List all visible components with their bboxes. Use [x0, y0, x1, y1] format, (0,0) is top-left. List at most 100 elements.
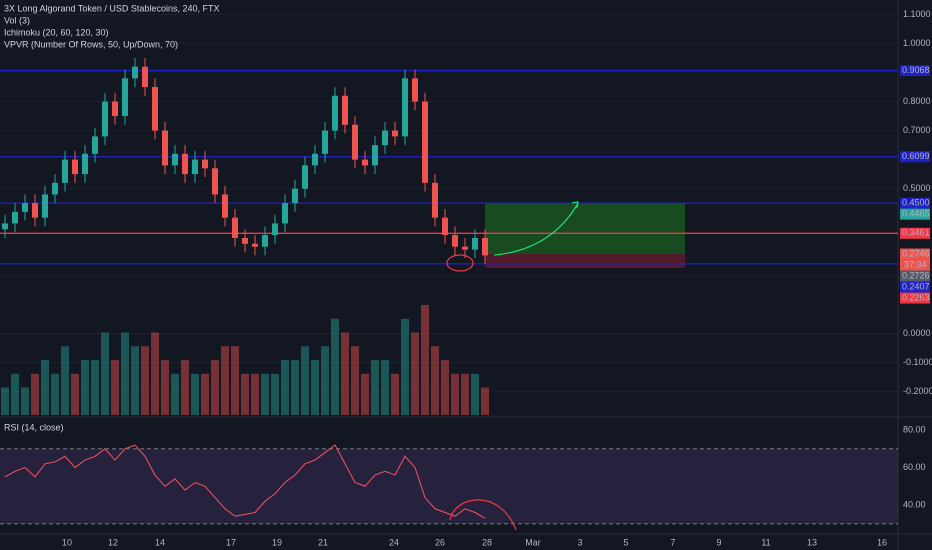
- candle-body: [292, 188, 298, 204]
- candle-body: [132, 66, 138, 79]
- y-tick-label: 0.0000: [903, 328, 931, 338]
- volume-bar: [91, 360, 99, 415]
- x-tick-label: 13: [807, 537, 817, 547]
- price-tag: [900, 292, 930, 304]
- price-tag: [900, 208, 930, 220]
- rsi-tick-label: 40.00: [903, 499, 926, 509]
- x-tick-label: 16: [877, 537, 887, 547]
- candle-body: [172, 153, 178, 166]
- candle-body: [182, 153, 188, 175]
- highlight-circle: [449, 499, 517, 531]
- volume-bar: [401, 318, 409, 415]
- x-tick-label: 28: [482, 537, 492, 547]
- indicator: Ichimoku (20, 60, 120, 30): [4, 27, 109, 37]
- price-tag-label: 0.2407: [902, 281, 930, 291]
- rsi-title: RSI (14, close): [4, 422, 64, 432]
- candle-body: [202, 159, 208, 169]
- volume-bar: [281, 360, 289, 415]
- candle-body: [242, 237, 248, 244]
- price-tag-label: 0.4465: [902, 209, 930, 219]
- candle-body: [32, 203, 38, 218]
- x-tick-label: 17: [226, 537, 236, 547]
- candle-body: [212, 168, 218, 195]
- volume-bar: [101, 332, 109, 415]
- price-tag: [900, 65, 930, 77]
- x-tick-label: Mar: [525, 537, 541, 547]
- volume-bar: [291, 360, 299, 415]
- price-tag: [900, 281, 930, 293]
- volume-bar: [151, 332, 159, 415]
- y-tick-label: 0.5000: [903, 183, 931, 193]
- marks: 1.10001.00000.80000.70000.50000.20000.00…: [0, 9, 932, 547]
- volume-bar: [461, 373, 469, 415]
- volume-bar: [231, 346, 239, 415]
- volume-bar: [481, 387, 489, 415]
- candle-body: [482, 237, 488, 256]
- candle-body: [352, 124, 358, 160]
- volume-bar: [11, 373, 19, 415]
- volume-bar: [391, 373, 399, 415]
- volume-bar: [381, 360, 389, 415]
- candle-body: [452, 235, 458, 247]
- volume-bar: [301, 346, 309, 415]
- price-tag-label: 0.9068: [902, 65, 930, 75]
- volume-bar: [111, 360, 119, 415]
- volume-bar: [251, 373, 259, 415]
- candle-body: [412, 78, 418, 102]
- rsi-band: [0, 448, 898, 524]
- candle-body: [272, 223, 278, 236]
- volume-bar: [361, 373, 369, 415]
- candle-body: [72, 159, 78, 175]
- candle-body: [322, 130, 328, 154]
- volume-bar: [421, 305, 429, 415]
- candle-body: [152, 87, 158, 131]
- candle-body: [422, 101, 428, 183]
- candle-body: [402, 78, 408, 137]
- x-tick-label: 14: [155, 537, 165, 547]
- title: 3X Long Algorand Token / USD Stablecoins…: [4, 3, 219, 13]
- volume-bar: [171, 373, 179, 415]
- volume-bar: [131, 346, 139, 415]
- arrow-head: [571, 201, 579, 209]
- candle-body: [192, 159, 198, 175]
- volume-bar: [141, 346, 149, 415]
- y-tick-label: 1.0000: [903, 38, 931, 48]
- candle-body: [162, 130, 168, 166]
- volume-bar: [331, 318, 339, 415]
- indicator: VPVR (Number Of Rows, 50, Up/Down, 70): [4, 39, 178, 49]
- volume-bar: [471, 373, 479, 415]
- x-tick-label: 19: [272, 537, 282, 547]
- candle-body: [122, 78, 128, 117]
- x-tick-label: 7: [670, 537, 675, 547]
- candle-body: [232, 217, 238, 238]
- x-tick-label: 5: [623, 537, 628, 547]
- volume-bar: [181, 360, 189, 415]
- price-tag-label: 0.2263: [902, 292, 930, 302]
- volume-bar: [431, 346, 439, 415]
- volume-bar: [121, 332, 129, 415]
- highlight-circle: [446, 254, 474, 272]
- volume-bar: [81, 360, 89, 415]
- candle-body: [312, 153, 318, 166]
- volume-bar: [321, 346, 329, 415]
- volume-bar: [31, 373, 39, 415]
- candle-body: [22, 203, 28, 212]
- volume-bar: [41, 360, 49, 415]
- volume-bar: [191, 373, 199, 415]
- candle-body: [112, 101, 118, 117]
- volume-bar: [201, 373, 209, 415]
- volume-bar: [271, 373, 279, 415]
- candle-body: [252, 243, 258, 247]
- x-tick-label: 26: [435, 537, 445, 547]
- rsi-tick-label: 80.00: [903, 424, 926, 434]
- price-tag: [900, 151, 930, 163]
- volume-bar: [341, 332, 349, 415]
- candle-body: [392, 130, 398, 137]
- candle-body: [342, 95, 348, 125]
- price-tag-label: 0.2726: [902, 270, 930, 280]
- volume-bar: [61, 346, 69, 415]
- candle-body: [332, 95, 338, 131]
- price-tag-label: 0.3461: [902, 228, 930, 238]
- y-tick-label: -0.2000: [903, 386, 932, 396]
